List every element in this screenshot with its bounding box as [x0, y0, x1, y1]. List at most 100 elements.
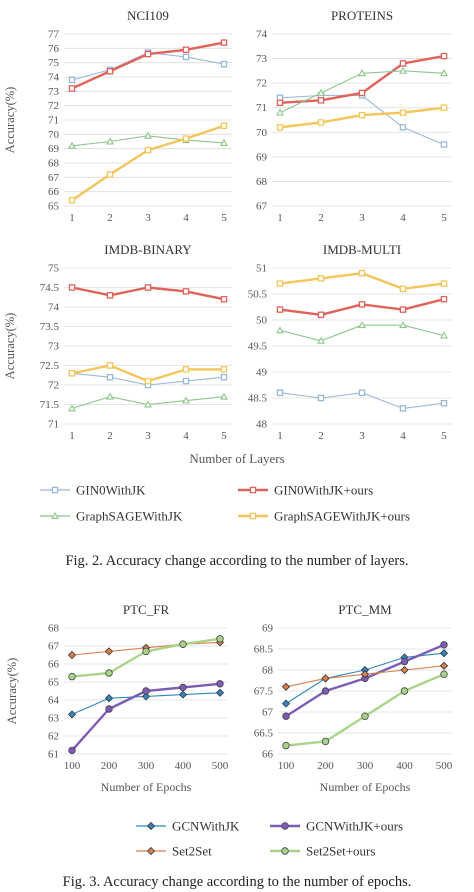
data-point — [144, 146, 152, 154]
data-point — [182, 366, 190, 373]
y-tick-label: 63 — [48, 713, 60, 725]
y-tick-label: 71 — [48, 419, 59, 431]
x-tick-label: 500 — [436, 760, 453, 772]
legend-label: GIN0WithJK+ours — [274, 483, 373, 498]
y-tick-label: 69 — [262, 623, 274, 635]
data-point — [67, 710, 77, 719]
x-axis-label: Number of Epochs — [320, 780, 411, 794]
data-point — [68, 197, 76, 204]
series-gin0withjk-ours — [68, 39, 228, 92]
x-tick-label: 5 — [441, 430, 447, 442]
series-graphsagewithjk — [68, 392, 228, 412]
data-point — [68, 85, 76, 92]
series-graphsagewithjk — [68, 131, 228, 149]
y-tick-label: 72.5 — [40, 360, 60, 372]
y-tick-label: 62 — [48, 731, 59, 743]
legend-swatch-marker — [249, 512, 257, 520]
data-point — [282, 741, 290, 750]
x-tick-label: 100 — [278, 760, 295, 772]
y-tick-label: 66 — [262, 749, 274, 761]
data-point — [178, 690, 188, 699]
data-point — [179, 683, 187, 692]
x-tick-label: 3 — [359, 430, 365, 442]
data-point — [282, 712, 290, 720]
data-point — [440, 670, 448, 678]
series-line — [285, 673, 445, 747]
data-point — [104, 694, 114, 703]
y-tick-label: 51 — [256, 263, 267, 275]
data-point — [281, 682, 291, 691]
data-point — [399, 60, 407, 67]
chart-proteins: 67 68 69 70 71 72 73 74 1 2 3 4 5 PROTEINS — [256, 8, 452, 224]
x-axis-label: Number of Epochs — [101, 780, 192, 794]
data-point — [106, 292, 114, 299]
y-tick-label: 74 — [256, 29, 268, 41]
data-point — [182, 396, 190, 404]
y-tick-label: 68 — [256, 176, 268, 188]
data-point — [317, 275, 325, 282]
x-tick-label: 400 — [175, 760, 192, 772]
x-tick-label: 300 — [138, 760, 155, 772]
x-tick-label: 2 — [107, 430, 113, 442]
data-point — [400, 657, 409, 666]
data-point — [440, 399, 448, 407]
series-set2set-ours — [68, 635, 224, 681]
y-tick-label: 50.5 — [248, 289, 268, 301]
chart-imdb-multi: 48 48.5 49 49.5 50 50.5 51 1 2 3 4 5 IMDB-MULTI — [248, 242, 452, 442]
data-point — [144, 377, 152, 385]
y-tick-label: 49.5 — [248, 341, 268, 353]
data-point — [399, 306, 407, 313]
legend-item: Set2Set — [136, 844, 212, 859]
series-graphsagewithjk-ours — [68, 122, 228, 204]
legend-label: GCNWithJK+ours — [306, 819, 403, 834]
data-point — [220, 39, 228, 46]
data-point — [399, 109, 407, 116]
data-point — [358, 301, 366, 308]
data-point — [317, 336, 325, 344]
x-tick-label: 1 — [69, 212, 75, 224]
data-point — [182, 377, 190, 385]
y-tick-label: 67 — [262, 707, 274, 719]
legend-swatch-marker — [281, 822, 289, 830]
legend-item: GCNWithJK — [136, 819, 240, 834]
data-point — [360, 670, 370, 679]
legend-label: GCNWithJK — [172, 819, 240, 834]
y-tick-label: 66.5 — [254, 728, 274, 740]
data-point — [440, 295, 448, 303]
legend-label: GraphSAGEWithJK — [76, 509, 183, 524]
data-point — [142, 647, 150, 656]
y-axis-label: Accuracy(%) — [3, 313, 17, 380]
x-tick-label: 500 — [212, 760, 229, 772]
x-tick-label: 4 — [400, 212, 406, 224]
data-point — [440, 52, 448, 60]
legend-swatch-marker — [249, 486, 257, 494]
series-gin0withjk — [276, 389, 448, 412]
data-point — [105, 669, 113, 677]
legend-swatch-marker — [281, 847, 289, 855]
data-point — [358, 269, 366, 277]
chart-imdb-binary: 71 71.5 72 72.5 73 73.5 74 74.5 75 1 2 3 4 5 IMDB-BINA… — [3, 242, 232, 442]
y-axis-label: Accuracy(%) — [3, 87, 17, 154]
chart-title: IMDB-BINARY — [104, 242, 192, 257]
x-tick-label: 300 — [357, 760, 374, 772]
data-point — [400, 665, 409, 675]
y-tick-label: 76 — [48, 43, 60, 55]
data-point — [220, 392, 228, 400]
data-point — [399, 405, 407, 412]
data-point — [144, 50, 152, 58]
data-point — [321, 737, 330, 746]
x-tick-label: 4 — [183, 430, 189, 442]
series-set2set-ours — [282, 670, 448, 750]
data-point — [358, 389, 366, 397]
chart-title: PTC_FR — [123, 602, 170, 617]
legend-item: GIN0WithJK — [40, 483, 146, 498]
series-graphsagewithjk-ours — [276, 104, 448, 131]
data-point — [106, 171, 114, 178]
y-tick-label: 67.5 — [254, 686, 274, 698]
y-tick-label: 70 — [48, 129, 60, 141]
y-tick-label: 73 — [256, 53, 268, 65]
data-point — [68, 370, 76, 377]
data-point — [361, 712, 369, 720]
figure2-legend: GIN0WithJK GIN0WithJK+ours GraphSAGEWithJK… — [40, 483, 410, 524]
